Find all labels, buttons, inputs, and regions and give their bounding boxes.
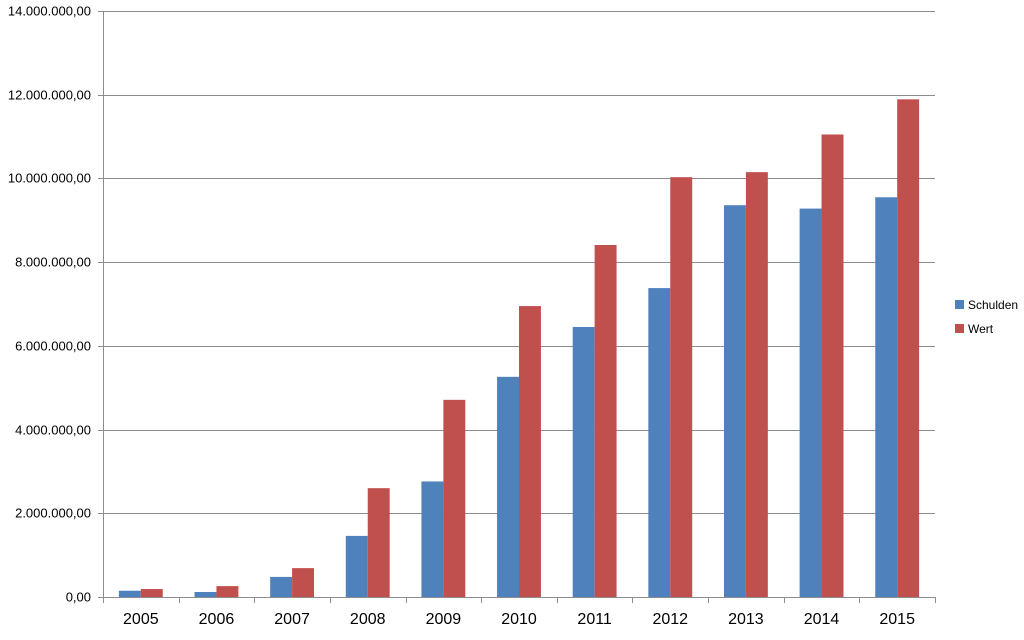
y-tick-labels: 0,00 2.000.000,00 4.000.000,00 6.000.000,00… bbox=[8, 4, 91, 605]
bar-wert-2011 bbox=[594, 244, 617, 598]
legend: Schulden Wert bbox=[955, 298, 1018, 336]
y-tick-label: 10.000.000,00 bbox=[8, 171, 91, 186]
axes bbox=[98, 11, 936, 603]
bar-wert-2012 bbox=[670, 177, 693, 598]
x-tick-label: 2015 bbox=[879, 611, 915, 628]
legend-swatch-wert bbox=[955, 324, 964, 333]
bar-wert-2006 bbox=[216, 586, 239, 597]
legend-label-wert: Wert bbox=[968, 322, 994, 336]
bar-schulden-2014 bbox=[799, 208, 822, 597]
bar-wert-2010 bbox=[519, 306, 541, 597]
bar-wert-2013 bbox=[745, 172, 768, 597]
bars bbox=[118, 99, 920, 598]
legend-label-schulden: Schulden bbox=[968, 298, 1018, 312]
bar-wert-2015 bbox=[897, 99, 920, 597]
x-tick-label: 2007 bbox=[274, 611, 310, 628]
bar-schulden-2007 bbox=[270, 576, 293, 597]
y-tick-label: 6.000.000,00 bbox=[15, 339, 91, 354]
bar-schulden-2011 bbox=[572, 327, 595, 597]
x-tick-labels: 2005 2006 2007 2008 2009 2010 2011 2012 2013 2014… bbox=[123, 611, 915, 628]
y-tick-label: 8.000.000,00 bbox=[15, 255, 91, 270]
y-tick-label: 4.000.000,00 bbox=[15, 423, 91, 438]
bar-schulden-2010 bbox=[497, 376, 519, 597]
bar-wert-2007 bbox=[292, 568, 315, 597]
bar-schulden-2008 bbox=[345, 535, 368, 597]
bar-wert-2014 bbox=[821, 134, 844, 598]
x-tick-label: 2011 bbox=[577, 611, 612, 628]
x-tick-label: 2008 bbox=[350, 611, 386, 628]
x-tick-label: 2009 bbox=[426, 611, 462, 628]
bar-wert-2005 bbox=[140, 589, 163, 597]
bar-schulden-2012 bbox=[648, 288, 671, 597]
y-tick-label: 2.000.000,00 bbox=[15, 506, 91, 521]
x-tick-label: 2012 bbox=[652, 611, 688, 628]
x-tick-label: 2010 bbox=[501, 611, 537, 628]
y-tick-label: 14.000.000,00 bbox=[8, 4, 91, 19]
legend-swatch-schulden bbox=[955, 300, 964, 309]
bar-schulden-2013 bbox=[723, 205, 746, 597]
bar-wert-2009 bbox=[443, 399, 466, 597]
bar-wert-2008 bbox=[367, 488, 390, 597]
x-tick-label: 2014 bbox=[804, 611, 840, 628]
y-tick-label: 12.000.000,00 bbox=[8, 88, 91, 103]
bar-schulden-2009 bbox=[421, 481, 444, 597]
bar-schulden-2015 bbox=[875, 197, 898, 597]
bar-schulden-2006 bbox=[194, 591, 217, 597]
x-tick-label: 2013 bbox=[728, 611, 764, 628]
bar-schulden-2005 bbox=[118, 590, 141, 597]
x-tick-label: 2005 bbox=[123, 611, 159, 628]
y-tick-label: 0,00 bbox=[66, 590, 91, 605]
x-tick-label: 2006 bbox=[199, 611, 235, 628]
